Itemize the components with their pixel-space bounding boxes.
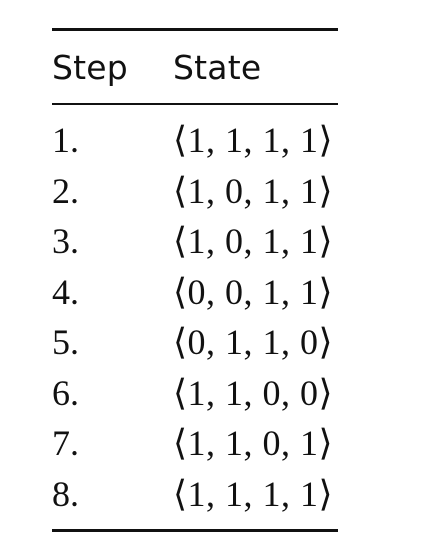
table-row: 2. ⟨1, 0, 1, 1⟩ [52, 166, 338, 217]
table-header-rule [52, 103, 338, 105]
header-step: Step [52, 47, 128, 87]
row-state: ⟨1, 1, 1, 1⟩ [173, 473, 334, 514]
table-row: 6. ⟨1, 1, 0, 0⟩ [52, 368, 338, 419]
row-state: ⟨1, 1, 1, 1⟩ [173, 120, 334, 161]
table-header-row: Step State [52, 31, 338, 103]
table-row: 4. ⟨0, 0, 1, 1⟩ [52, 267, 338, 318]
row-step: 2. [52, 170, 79, 211]
row-step: 3. [52, 221, 79, 262]
table-body: 1. ⟨1, 1, 1, 1⟩ 2. ⟨1, 0, 1, 1⟩ 3. ⟨1, 0… [52, 105, 338, 529]
row-state: ⟨1, 1, 0, 1⟩ [173, 423, 334, 464]
table-bottom-rule [52, 529, 338, 532]
row-step: 8. [52, 473, 79, 514]
row-state: ⟨1, 0, 1, 1⟩ [173, 221, 334, 262]
row-state: ⟨1, 1, 0, 0⟩ [173, 372, 334, 413]
table-top-rule [52, 28, 338, 31]
table-row: 1. ⟨1, 1, 1, 1⟩ [52, 115, 338, 166]
row-state: ⟨0, 0, 1, 1⟩ [173, 271, 334, 312]
table-row: 3. ⟨1, 0, 1, 1⟩ [52, 216, 338, 267]
table-row: 8. ⟨1, 1, 1, 1⟩ [52, 469, 338, 520]
row-step: 5. [52, 322, 79, 363]
row-state: ⟨0, 1, 1, 0⟩ [173, 322, 334, 363]
row-step: 1. [52, 120, 79, 161]
row-step: 6. [52, 372, 79, 413]
row-step: 4. [52, 271, 79, 312]
table-row: 5. ⟨0, 1, 1, 0⟩ [52, 317, 338, 368]
table-row: 7. ⟨1, 1, 0, 1⟩ [52, 418, 338, 469]
row-state: ⟨1, 0, 1, 1⟩ [173, 170, 334, 211]
header-state: State [173, 47, 262, 87]
row-step: 7. [52, 423, 79, 464]
state-table: Step State 1. ⟨1, 1, 1, 1⟩ 2. ⟨1, 0, 1, … [52, 28, 338, 532]
